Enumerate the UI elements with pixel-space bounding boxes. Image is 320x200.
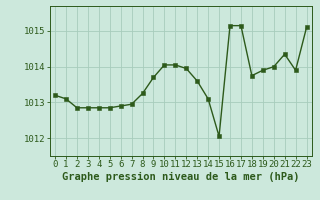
X-axis label: Graphe pression niveau de la mer (hPa): Graphe pression niveau de la mer (hPa) (62, 172, 300, 182)
